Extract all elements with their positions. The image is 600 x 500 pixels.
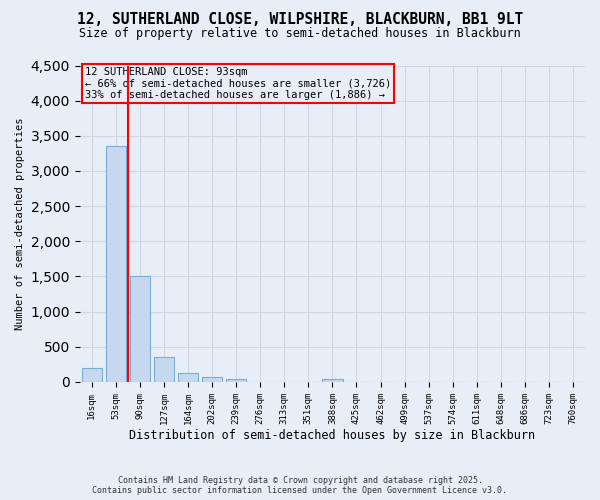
Bar xyxy=(130,276,150,382)
Bar xyxy=(106,146,126,382)
X-axis label: Distribution of semi-detached houses by size in Blackburn: Distribution of semi-detached houses by … xyxy=(130,430,535,442)
Bar xyxy=(178,373,198,382)
Bar xyxy=(322,380,343,382)
Bar xyxy=(154,356,174,382)
Bar xyxy=(82,368,102,382)
Bar xyxy=(226,380,247,382)
Text: 12 SUTHERLAND CLOSE: 93sqm
← 66% of semi-detached houses are smaller (3,726)
33%: 12 SUTHERLAND CLOSE: 93sqm ← 66% of semi… xyxy=(85,67,391,100)
Text: Size of property relative to semi-detached houses in Blackburn: Size of property relative to semi-detach… xyxy=(79,28,521,40)
Text: 12, SUTHERLAND CLOSE, WILPSHIRE, BLACKBURN, BB1 9LT: 12, SUTHERLAND CLOSE, WILPSHIRE, BLACKBU… xyxy=(77,12,523,28)
Text: Contains HM Land Registry data © Crown copyright and database right 2025.
Contai: Contains HM Land Registry data © Crown c… xyxy=(92,476,508,495)
Y-axis label: Number of semi-detached properties: Number of semi-detached properties xyxy=(15,118,25,330)
Bar xyxy=(202,376,223,382)
